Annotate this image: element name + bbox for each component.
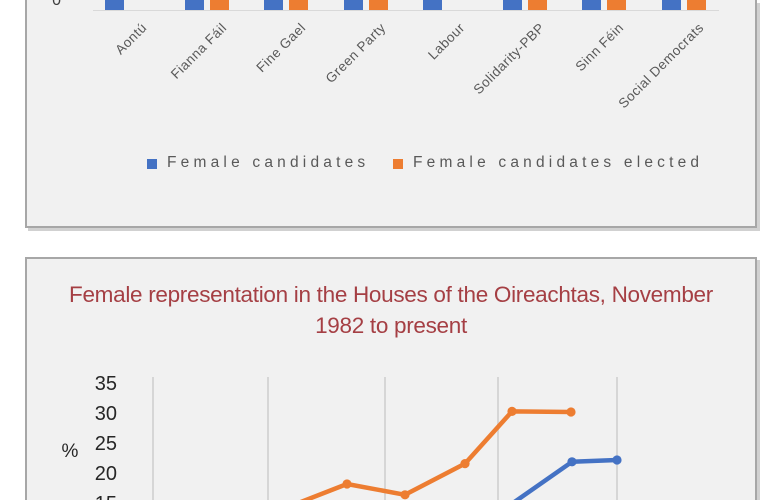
legend-label-female-candidates: Female candidates [167, 154, 370, 171]
bar-female-candidates-elected-social-democrats [686, 0, 706, 10]
bar-female-candidates-fianna-fáil [184, 0, 204, 10]
line-chart-title-line1: Female representation in the Houses of t… [69, 282, 713, 307]
legend-label-female-candidates-elected: Female candidates elected [413, 154, 704, 171]
legend-item-female-candidates: Female candidates [147, 154, 369, 172]
bar-female-candidates-elected-fianna-fáil [209, 0, 229, 10]
bar-female-candidates-elected-green-party [368, 0, 388, 10]
bar-female-candidates-labour [423, 0, 442, 10]
bar-chart-card: 0 Aontú Fianna Fáil Fine Gael Green Party La… [25, 0, 757, 228]
y-tick-35: 35 [94, 373, 117, 395]
bar-chart-y-tick-zero: 0 [52, 0, 61, 9]
orange-series-marker-4 [507, 406, 517, 416]
blue-series-marker-2 [612, 455, 622, 465]
y-tick-25: 25 [94, 433, 117, 455]
y-axis-unit-label: % [61, 441, 79, 462]
bar-female-candidates-social-democrats [661, 0, 681, 10]
orange-series-marker-2 [400, 490, 410, 500]
y-tick-20: 20 [94, 463, 117, 485]
bar-chart-x-axis-line [93, 9, 719, 11]
bar-female-candidates-elected-solidarity-pbp [527, 0, 547, 10]
line-chart-plot [152, 377, 622, 500]
orange-series-marker-3 [460, 459, 470, 469]
y-tick-30: 30 [94, 403, 117, 425]
bar-female-candidates-solidarity-pbp [502, 0, 522, 10]
legend-swatch-female-candidates-elected-icon [393, 158, 403, 169]
blue-series-path [513, 457, 620, 500]
orange-series-marker-1 [342, 479, 352, 489]
legend-item-female-candidates-elected: Female candidates elected [393, 154, 703, 172]
line-chart-card: Female representation in the Houses of t… [25, 257, 757, 500]
orange-series-path [299, 409, 574, 500]
orange-series-marker-5 [566, 407, 576, 417]
line-chart-title: Female representation in the Houses of t… [27, 279, 755, 341]
bar-female-candidates-aontú [105, 0, 124, 10]
line-chart-title-line2: 1982 to present [315, 313, 467, 338]
bar-female-candidates-green-party [343, 0, 363, 10]
y-tick-15: 15 [67, 493, 117, 500]
bar-chart-legend: Female candidates Female candidates elec… [27, 154, 755, 178]
bar-female-candidates-elected-sinn-féin [607, 0, 626, 10]
blue-series-marker-1 [567, 457, 577, 467]
legend-swatch-female-candidates-icon [147, 158, 157, 169]
bar-female-candidates-sinn-féin [582, 0, 601, 10]
bar-female-candidates-elected-fine-gael [289, 0, 308, 10]
bar-female-candidates-fine-gael [264, 0, 283, 10]
